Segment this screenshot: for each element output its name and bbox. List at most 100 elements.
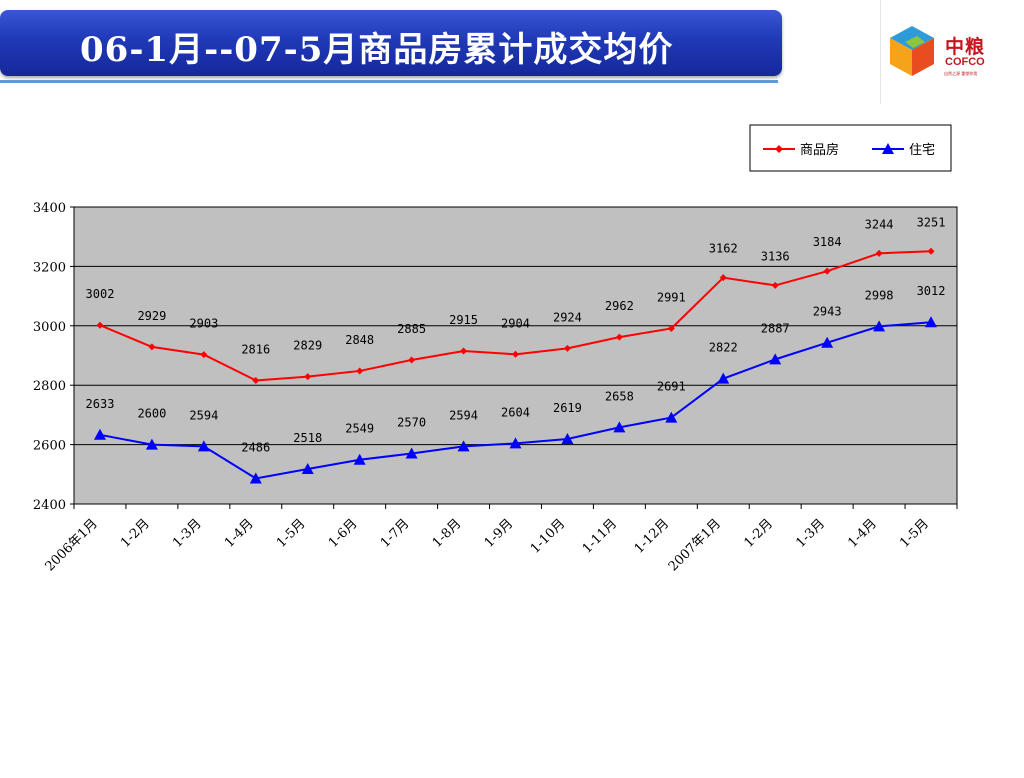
legend-label-series-2: 住宅 [909, 143, 935, 158]
x-tick-label-16: 1-5月 [897, 516, 932, 551]
y-tick-label-3: 3000 [33, 320, 66, 335]
data-label-series-1-7: 2915 [449, 313, 478, 327]
legend-label-series-1: 商品房 [800, 142, 839, 158]
x-tick-label-14: 1-3月 [793, 516, 828, 551]
series-2-point-14 [821, 336, 834, 348]
data-label-series-2-13: 2887 [761, 321, 790, 335]
series-1-point-12 [719, 274, 727, 282]
series-2-point-6 [405, 447, 418, 459]
data-label-series-1-3: 2816 [241, 342, 270, 356]
series-2-point-5 [353, 453, 366, 465]
x-tick-label-1: 1-2月 [118, 516, 153, 551]
legend-marker-series-2 [882, 143, 894, 154]
x-tick-label-2: 1-3月 [170, 516, 205, 551]
data-label-series-1-8: 2904 [501, 316, 530, 330]
data-label-series-2-7: 2594 [449, 408, 478, 422]
legend-marker-series-1 [775, 145, 783, 153]
x-tick-label-15: 1-4月 [845, 516, 880, 551]
data-label-series-1-16: 3251 [917, 215, 946, 229]
series-2-point-16 [925, 316, 938, 328]
data-label-series-2-6: 2570 [397, 416, 426, 430]
data-label-series-2-1: 2600 [137, 407, 166, 421]
data-labels: 3002 2929 2903 2816 2829 2848 2885 2915 2904 2924… [86, 215, 946, 454]
series-2-point-3 [249, 472, 262, 484]
x-tick-label-3: 1-4月 [222, 516, 257, 551]
data-label-series-2-3: 2486 [241, 440, 270, 454]
data-label-series-1-6: 2885 [397, 322, 426, 336]
data-label-series-2-4: 2518 [293, 431, 322, 445]
data-label-series-2-12: 2822 [709, 341, 738, 355]
data-label-series-1-4: 2829 [293, 339, 322, 353]
series-2-point-0 [93, 428, 106, 440]
data-label-series-1-11: 2991 [657, 290, 686, 304]
series-2-point-4 [301, 462, 314, 474]
logo-name-en: COFCO [945, 56, 985, 68]
data-label-series-2-8: 2604 [501, 405, 530, 419]
series-2-point-15 [873, 320, 886, 332]
data-label-series-2-5: 2549 [345, 422, 374, 436]
data-label-series-2-9: 2619 [553, 401, 582, 415]
x-tick-label-12: 2007年1月 [666, 516, 724, 574]
series-1-point-14 [823, 267, 831, 275]
series-2-point-12 [717, 372, 730, 384]
series-1-point-5 [356, 367, 364, 375]
x-tick-label-8: 1-9月 [482, 516, 517, 551]
series-2-point-13 [769, 353, 782, 365]
x-tick-label-11: 1-12月 [632, 516, 672, 556]
logo [880, 0, 1024, 104]
series-1-point-15 [875, 249, 883, 257]
title-underline [0, 80, 778, 83]
data-label-series-1-5: 2848 [345, 333, 374, 347]
data-label-series-2-11: 2691 [657, 380, 686, 394]
series-1-point-10 [615, 333, 623, 341]
data-label-series-2-14: 2943 [813, 305, 842, 319]
x-tick-label-10: 1-11月 [580, 516, 620, 556]
series-2-point-9 [561, 432, 574, 444]
series-2-point-2 [197, 440, 210, 452]
x-tick-label-13: 1-2月 [741, 516, 776, 551]
slide-title: 06-1月--07-5月商品房累计成交均价 [80, 30, 674, 70]
data-label-series-1-1: 2929 [137, 309, 166, 323]
x-tick-label-9: 1-10月 [528, 516, 568, 556]
x-tick-label-4: 1-5月 [274, 516, 309, 551]
series-2-point-8 [509, 437, 522, 449]
series-1-point-0 [96, 321, 104, 329]
title-bar: 06-1月--07-5月商品房累计成交均价 [0, 10, 782, 76]
data-label-series-1-14: 3184 [813, 235, 842, 249]
data-label-series-1-15: 3244 [865, 217, 894, 231]
data-label-series-2-16: 3012 [917, 284, 946, 298]
series-1-point-1 [148, 343, 156, 351]
series-group [93, 247, 938, 484]
x-tick-label-0: 2006年1月 [43, 516, 101, 574]
series-1-point-7 [460, 347, 468, 355]
data-label-series-2-15: 2998 [865, 288, 894, 302]
series-1-point-3 [252, 376, 260, 384]
y-tick-label-2: 2800 [33, 379, 66, 394]
y-tick-label-1: 2600 [33, 439, 66, 454]
series-1-point-16 [927, 247, 935, 255]
y-tick-label-4: 3200 [33, 260, 66, 275]
data-label-series-1-10: 2962 [605, 299, 634, 313]
y-tick-label-0: 2400 [33, 498, 66, 513]
x-tick-label-6: 1-7月 [378, 516, 413, 551]
cofco-cube-icon [890, 26, 934, 76]
series-1-point-4 [304, 373, 312, 381]
logo-slogan: 自然之源 重塑你我 [944, 71, 978, 76]
data-label-series-1-0: 3002 [86, 287, 115, 301]
x-tick-label-7: 1-8月 [430, 516, 465, 551]
data-label-series-2-0: 2633 [86, 397, 115, 411]
series-2-point-7 [457, 440, 470, 452]
series-1-point-8 [512, 350, 519, 358]
data-label-series-1-2: 2903 [189, 317, 218, 331]
data-label-series-2-10: 2658 [605, 389, 634, 403]
data-label-series-1-9: 2924 [553, 310, 582, 324]
series-1-point-6 [408, 356, 416, 364]
series-1-point-2 [200, 351, 208, 359]
series-1-point-13 [771, 281, 779, 289]
series-1-point-11 [667, 324, 675, 332]
logo-name-cn: 中粮 [945, 36, 986, 58]
y-tick-label-5: 3400 [33, 201, 66, 216]
series-2-point-10 [613, 421, 626, 433]
data-label-series-1-13: 3136 [761, 249, 790, 263]
